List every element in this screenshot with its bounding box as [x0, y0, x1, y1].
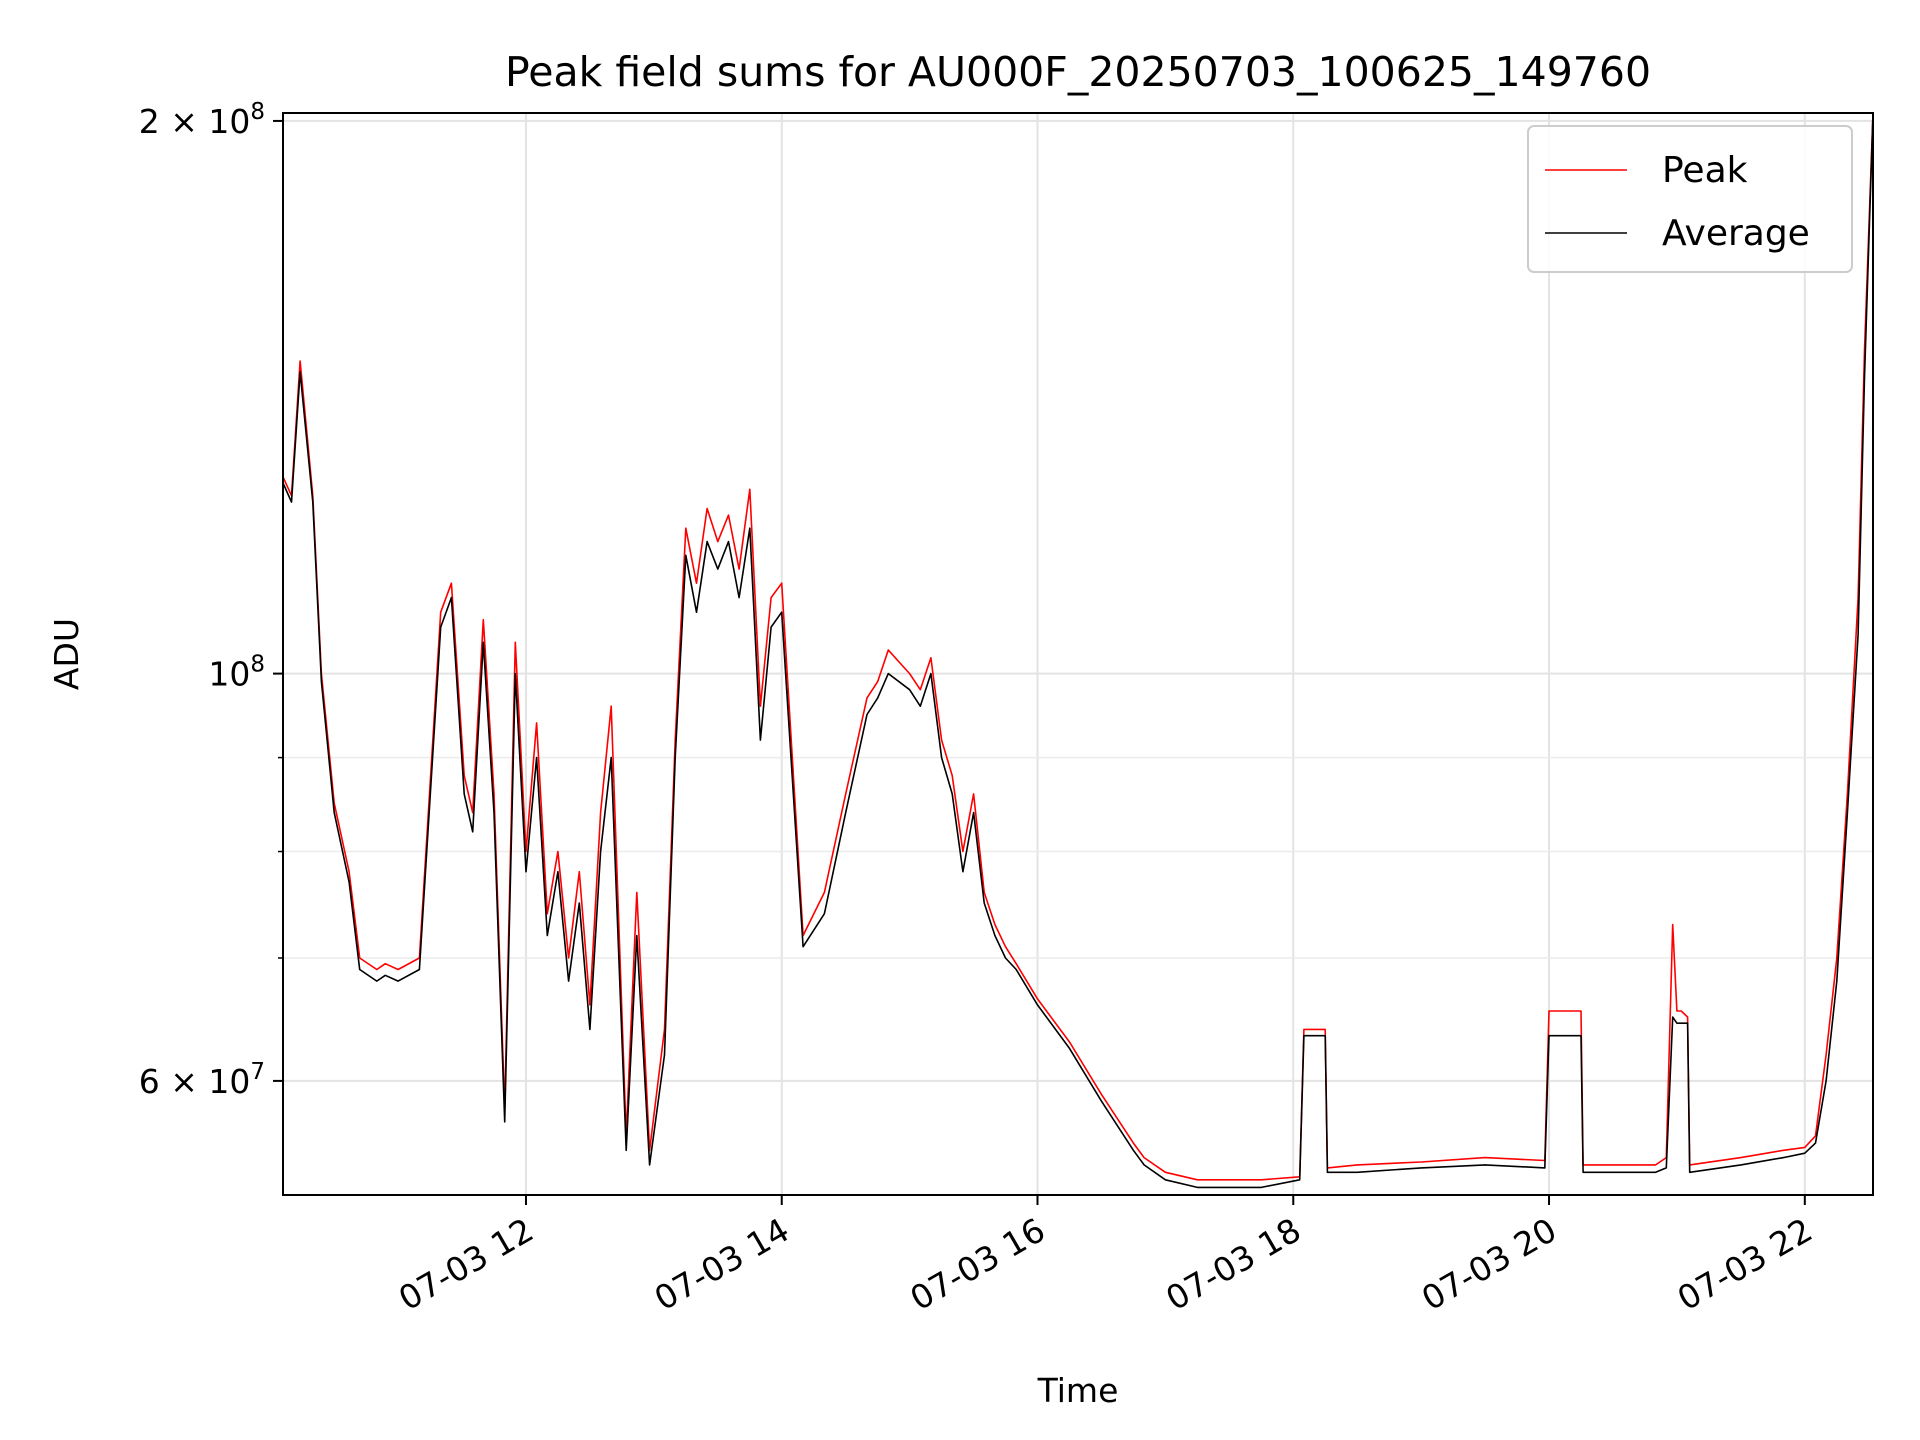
y-tick-label: 6 × 107: [139, 1059, 265, 1101]
plot-frame: [282, 112, 1874, 1196]
legend-label-peak: Peak: [1662, 150, 1748, 191]
chart-title: Peak field sums for AU000F_20250703_1006…: [505, 48, 1651, 96]
y-axis-label: ADU: [47, 618, 86, 690]
legend-label-average: Average: [1662, 213, 1810, 254]
series-line-peak: [282, 112, 1874, 1181]
series-line-average: [282, 112, 1874, 1189]
series-layer: [282, 112, 1874, 1189]
legend: Peak Average: [1527, 125, 1853, 273]
grid: [283, 113, 1873, 1195]
y-axis: 2 × 108 108 6 × 107: [139, 99, 283, 1101]
legend-box: [1527, 125, 1853, 273]
y-tick-label: 2 × 108: [139, 99, 265, 141]
y-tick-label: 108: [208, 652, 265, 694]
x-axis-label: Time: [1037, 1371, 1119, 1410]
